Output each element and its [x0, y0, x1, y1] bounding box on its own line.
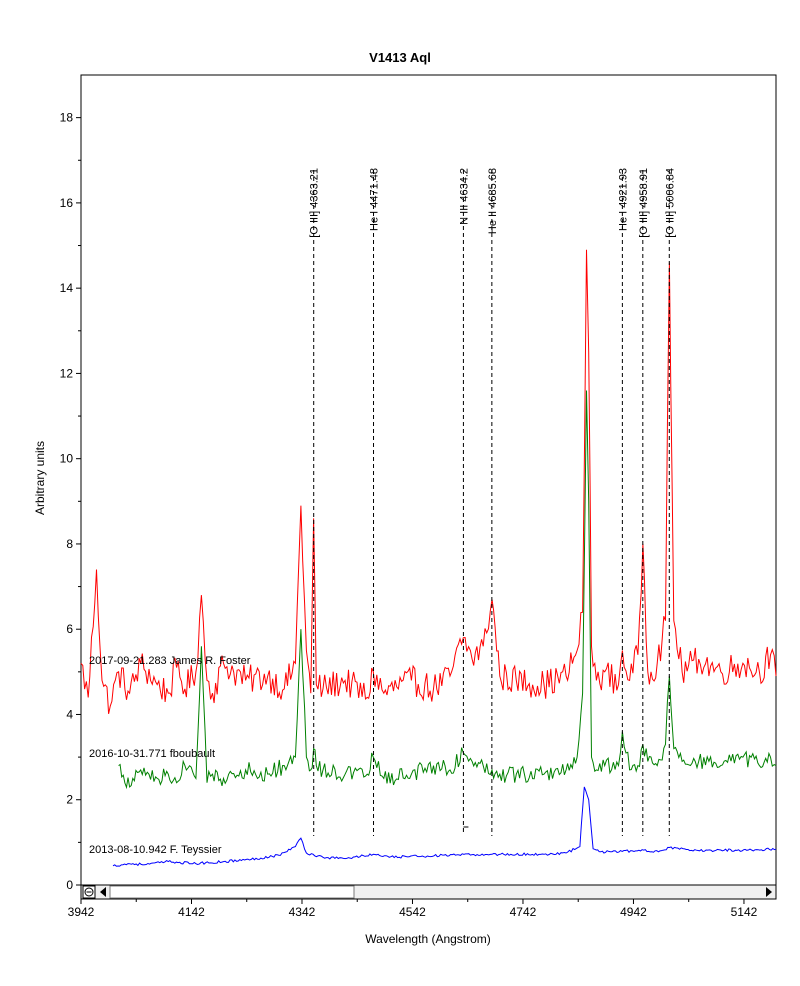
x-axis: 3942 4142 4342 4542 4742 4942 5142	[68, 899, 758, 919]
identification-lines: [O III] 4363.21 He I 4471.48 N III 4634.2 H…	[309, 168, 676, 836]
identification-line-label: [O III] 4958.91	[638, 168, 650, 238]
series-line-3	[112, 786, 777, 867]
x-tick-label: 4942	[620, 905, 647, 919]
series-label: 2017-09-21.283 James R. Foster	[89, 655, 251, 667]
identification-line-label: [O III] 5006.84	[664, 168, 676, 238]
identification-line-label: He I 4921.93	[617, 168, 629, 231]
x-tick-label: 4342	[289, 905, 316, 919]
y-tick-label: 8	[66, 537, 73, 551]
y-axis: 0 2 4 6 8 10 12 14 16 18	[60, 111, 81, 892]
identification-line-label: He II 4685.68	[487, 168, 499, 234]
scroll-left-arrow-icon[interactable]	[100, 887, 106, 897]
y-axis-label: Arbitrary units	[33, 441, 47, 515]
series-label: 2016-10-31.771 fboubault	[89, 748, 215, 760]
x-tick-label: 3942	[68, 905, 95, 919]
identification-line-label: He I 4471.48	[369, 168, 381, 231]
y-tick-label: 16	[60, 196, 74, 210]
horizontal-scrollbar[interactable]	[80, 884, 777, 900]
identification-line-label: N III 4634.2	[458, 168, 470, 225]
series-line-2	[118, 390, 777, 790]
x-tick-label: 4142	[178, 905, 205, 919]
y-tick-label: 14	[60, 281, 74, 295]
x-tick-label: 5142	[731, 905, 758, 919]
y-tick-label: 2	[66, 793, 73, 807]
identification-line-label: [O III] 4363.21	[309, 168, 321, 238]
zoom-reset-button[interactable]	[82, 885, 96, 899]
chart-title: V1413 Aql	[369, 50, 431, 65]
scrollbar-thumb[interactable]	[109, 885, 355, 899]
series-layer	[80, 249, 777, 867]
scroll-right-arrow-icon[interactable]	[766, 887, 772, 897]
x-tick-label: 4742	[510, 905, 537, 919]
y-tick-label: 6	[66, 622, 73, 636]
y-tick-label: 10	[60, 452, 74, 466]
zoom-out-icon	[84, 887, 94, 897]
y-tick-label: 4	[66, 707, 73, 721]
x-axis-label: Wavelength (Angstrom)	[365, 932, 491, 946]
series-line-1	[80, 249, 777, 715]
y-tick-label: 18	[60, 111, 74, 125]
y-tick-label: 12	[60, 366, 74, 380]
x-tick-label: 4542	[399, 905, 426, 919]
y-tick-label: 0	[66, 878, 73, 892]
series-labels: 2017-09-21.283 James R. Foster 2016-10-31…	[89, 655, 251, 856]
series-label: 2013-08-10.942 F. Teyssier	[89, 844, 222, 856]
